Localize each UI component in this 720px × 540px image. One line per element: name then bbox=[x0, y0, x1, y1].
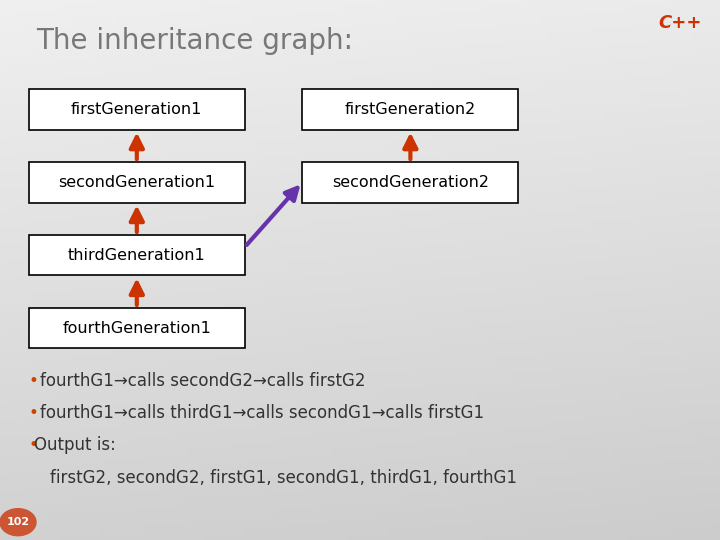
Text: secondGeneration2: secondGeneration2 bbox=[332, 175, 489, 190]
FancyBboxPatch shape bbox=[302, 89, 518, 130]
Text: C++: C++ bbox=[659, 14, 702, 31]
Text: 102: 102 bbox=[6, 517, 30, 527]
Text: fourthGeneration1: fourthGeneration1 bbox=[63, 321, 211, 335]
Text: firstGeneration1: firstGeneration1 bbox=[71, 102, 202, 117]
Text: firstGeneration2: firstGeneration2 bbox=[345, 102, 476, 117]
Text: •: • bbox=[29, 404, 44, 422]
FancyBboxPatch shape bbox=[29, 308, 245, 348]
Circle shape bbox=[0, 509, 36, 536]
Text: Output is:: Output is: bbox=[35, 436, 116, 455]
FancyBboxPatch shape bbox=[302, 162, 518, 202]
Text: firstG2, secondG2, firstG1, secondG1, thirdG1, fourthG1: firstG2, secondG2, firstG1, secondG1, th… bbox=[29, 469, 517, 487]
FancyBboxPatch shape bbox=[29, 89, 245, 130]
Text: The inheritance graph:: The inheritance graph: bbox=[36, 27, 353, 55]
FancyBboxPatch shape bbox=[29, 235, 245, 275]
FancyBboxPatch shape bbox=[29, 162, 245, 202]
Text: fourthG1→calls thirdG1→calls secondG1→calls firstG1: fourthG1→calls thirdG1→calls secondG1→ca… bbox=[40, 404, 484, 422]
Text: fourthG1→calls secondG2→calls firstG2: fourthG1→calls secondG2→calls firstG2 bbox=[40, 372, 365, 390]
Text: •: • bbox=[29, 372, 44, 390]
Text: •: • bbox=[29, 436, 39, 455]
Text: thirdGeneration1: thirdGeneration1 bbox=[68, 248, 206, 262]
Text: secondGeneration1: secondGeneration1 bbox=[58, 175, 215, 190]
